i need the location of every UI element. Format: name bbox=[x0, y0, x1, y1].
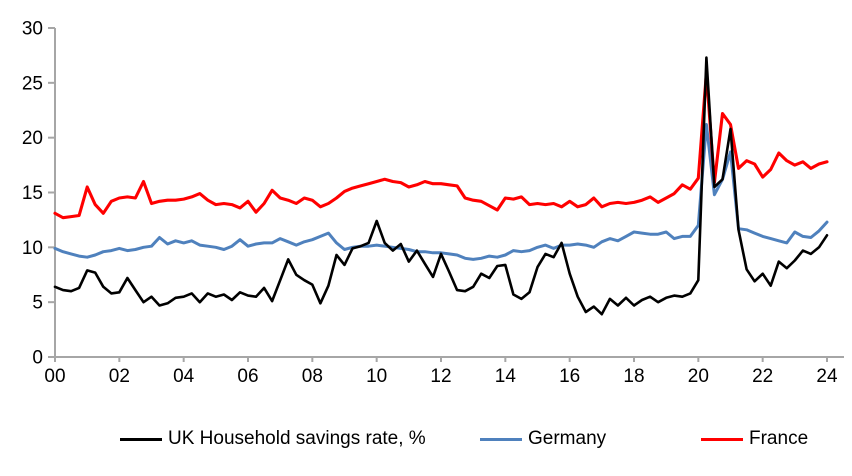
series-line-france bbox=[53, 71, 829, 220]
x-tick-label: 14 bbox=[495, 366, 517, 387]
germany-line-swatch bbox=[480, 437, 522, 441]
legend-item-france: France bbox=[701, 425, 808, 453]
x-tick-label: 24 bbox=[816, 366, 838, 387]
y-tick-label: 0 bbox=[32, 348, 43, 369]
x-tick-label: 10 bbox=[366, 366, 387, 387]
x-tick-label: 02 bbox=[109, 366, 130, 387]
x-tick-label: 04 bbox=[173, 366, 195, 387]
series-line-uk bbox=[53, 56, 829, 316]
legend-item-germany: Germany bbox=[480, 425, 606, 453]
legend: UK Household savings rate, % Germany Fra… bbox=[0, 425, 852, 453]
france-line-swatch bbox=[701, 437, 743, 441]
y-tick-label: 5 bbox=[32, 293, 43, 314]
x-tick-label: 22 bbox=[752, 366, 773, 387]
legend-label-germany: Germany bbox=[528, 428, 607, 449]
x-tick-label: 20 bbox=[688, 366, 709, 387]
legend-item-uk: UK Household savings rate, % bbox=[120, 425, 426, 453]
x-tick-label: 06 bbox=[237, 366, 258, 387]
uk-line-swatch bbox=[120, 437, 162, 441]
y-tick-label: 30 bbox=[22, 19, 43, 40]
x-tick-label: 08 bbox=[302, 366, 323, 387]
y-tick-label: 10 bbox=[22, 238, 43, 259]
legend-label-france: France bbox=[749, 428, 809, 449]
x-tick-label: 12 bbox=[430, 366, 451, 387]
y-tick-label: 20 bbox=[22, 128, 43, 149]
y-tick-label: 15 bbox=[22, 183, 43, 204]
legend-label-uk: UK Household savings rate, % bbox=[168, 428, 426, 449]
x-tick-label: 16 bbox=[559, 366, 580, 387]
x-tick-label: 00 bbox=[44, 366, 65, 387]
x-tick-label: 18 bbox=[623, 366, 644, 387]
y-tick-label: 25 bbox=[22, 73, 43, 94]
